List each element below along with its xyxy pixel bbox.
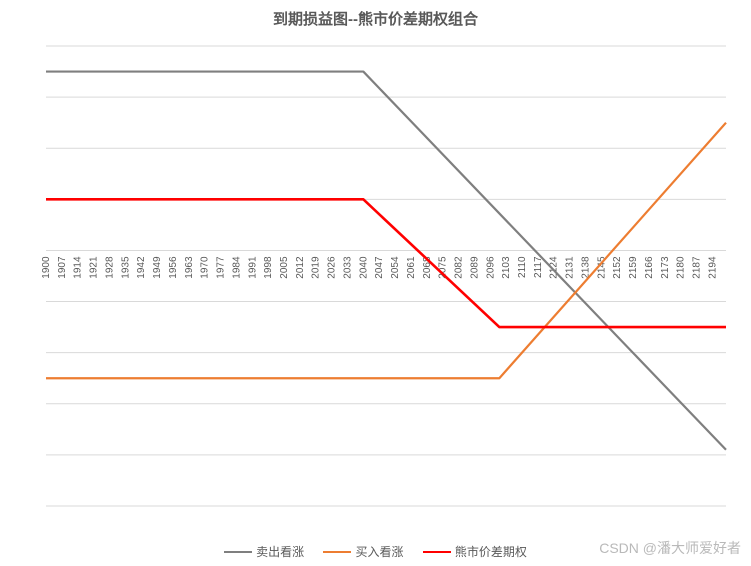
svg-text:2040: 2040 bbox=[358, 256, 369, 279]
svg-text:1998: 1998 bbox=[263, 256, 274, 279]
series-line-0 bbox=[46, 72, 726, 450]
svg-text:2005: 2005 bbox=[279, 256, 290, 279]
svg-text:2082: 2082 bbox=[454, 256, 465, 279]
chart-legend: 卖出看涨 买入看涨 熊市价差期权 bbox=[0, 542, 751, 561]
svg-text:2026: 2026 bbox=[327, 256, 338, 279]
svg-text:2173: 2173 bbox=[660, 256, 671, 279]
chart-title: 到期损益图--熊市价差期权组合 bbox=[0, 8, 751, 29]
svg-text:1928: 1928 bbox=[104, 256, 115, 279]
chart-svg: -100-80-60-40-20020406080 19001907191419… bbox=[42, 36, 732, 516]
svg-text:1991: 1991 bbox=[247, 256, 258, 279]
svg-text:1984: 1984 bbox=[231, 256, 242, 279]
svg-text:2061: 2061 bbox=[406, 256, 417, 279]
svg-text:2054: 2054 bbox=[390, 256, 401, 279]
svg-text:1963: 1963 bbox=[184, 256, 195, 279]
svg-text:2159: 2159 bbox=[628, 256, 639, 279]
svg-text:2012: 2012 bbox=[295, 256, 306, 279]
svg-text:2187: 2187 bbox=[692, 256, 703, 279]
svg-text:1935: 1935 bbox=[120, 256, 131, 279]
legend-label-1: 买入看涨 bbox=[355, 543, 403, 560]
svg-text:1956: 1956 bbox=[168, 256, 179, 279]
legend-swatch-1 bbox=[323, 551, 351, 553]
series-line-2 bbox=[46, 199, 726, 327]
svg-text:2033: 2033 bbox=[342, 256, 353, 279]
svg-text:2096: 2096 bbox=[485, 256, 496, 279]
x-axis-ticks: 1900 1907 1914 1921 1928 1935 1942 1949 1956 1963… bbox=[42, 256, 718, 279]
svg-text:1921: 1921 bbox=[89, 256, 100, 279]
svg-text:1977: 1977 bbox=[216, 256, 227, 279]
svg-text:2194: 2194 bbox=[707, 256, 718, 279]
svg-text:2103: 2103 bbox=[501, 256, 512, 279]
svg-text:2019: 2019 bbox=[311, 256, 322, 279]
svg-text:1907: 1907 bbox=[57, 256, 68, 279]
svg-text:2089: 2089 bbox=[469, 256, 480, 279]
gridlines bbox=[46, 46, 726, 506]
series-lines bbox=[46, 72, 726, 450]
svg-text:2180: 2180 bbox=[676, 256, 687, 279]
svg-text:2152: 2152 bbox=[612, 256, 623, 279]
legend-item-2: 熊市价差期权 bbox=[423, 543, 527, 560]
chart-container: 到期损益图--熊市价差期权组合 -100-80-60-40-2002040608… bbox=[0, 0, 751, 566]
legend-label-0: 卖出看涨 bbox=[256, 543, 304, 560]
legend-item-0: 卖出看涨 bbox=[224, 543, 304, 560]
legend-label-2: 熊市价差期权 bbox=[455, 543, 527, 560]
legend-item-1: 买入看涨 bbox=[323, 543, 403, 560]
svg-text:2166: 2166 bbox=[644, 256, 655, 279]
chart-plot: -100-80-60-40-20020406080 19001907191419… bbox=[42, 36, 732, 516]
svg-text:1914: 1914 bbox=[73, 256, 84, 279]
svg-text:2131: 2131 bbox=[565, 256, 576, 279]
legend-swatch-0 bbox=[224, 551, 252, 553]
legend-swatch-2 bbox=[423, 551, 451, 553]
svg-text:1970: 1970 bbox=[200, 256, 211, 279]
svg-text:1942: 1942 bbox=[136, 256, 147, 279]
svg-text:1949: 1949 bbox=[152, 256, 163, 279]
svg-text:2110: 2110 bbox=[517, 256, 528, 278]
svg-text:2047: 2047 bbox=[374, 256, 385, 279]
svg-text:1900: 1900 bbox=[42, 256, 52, 279]
